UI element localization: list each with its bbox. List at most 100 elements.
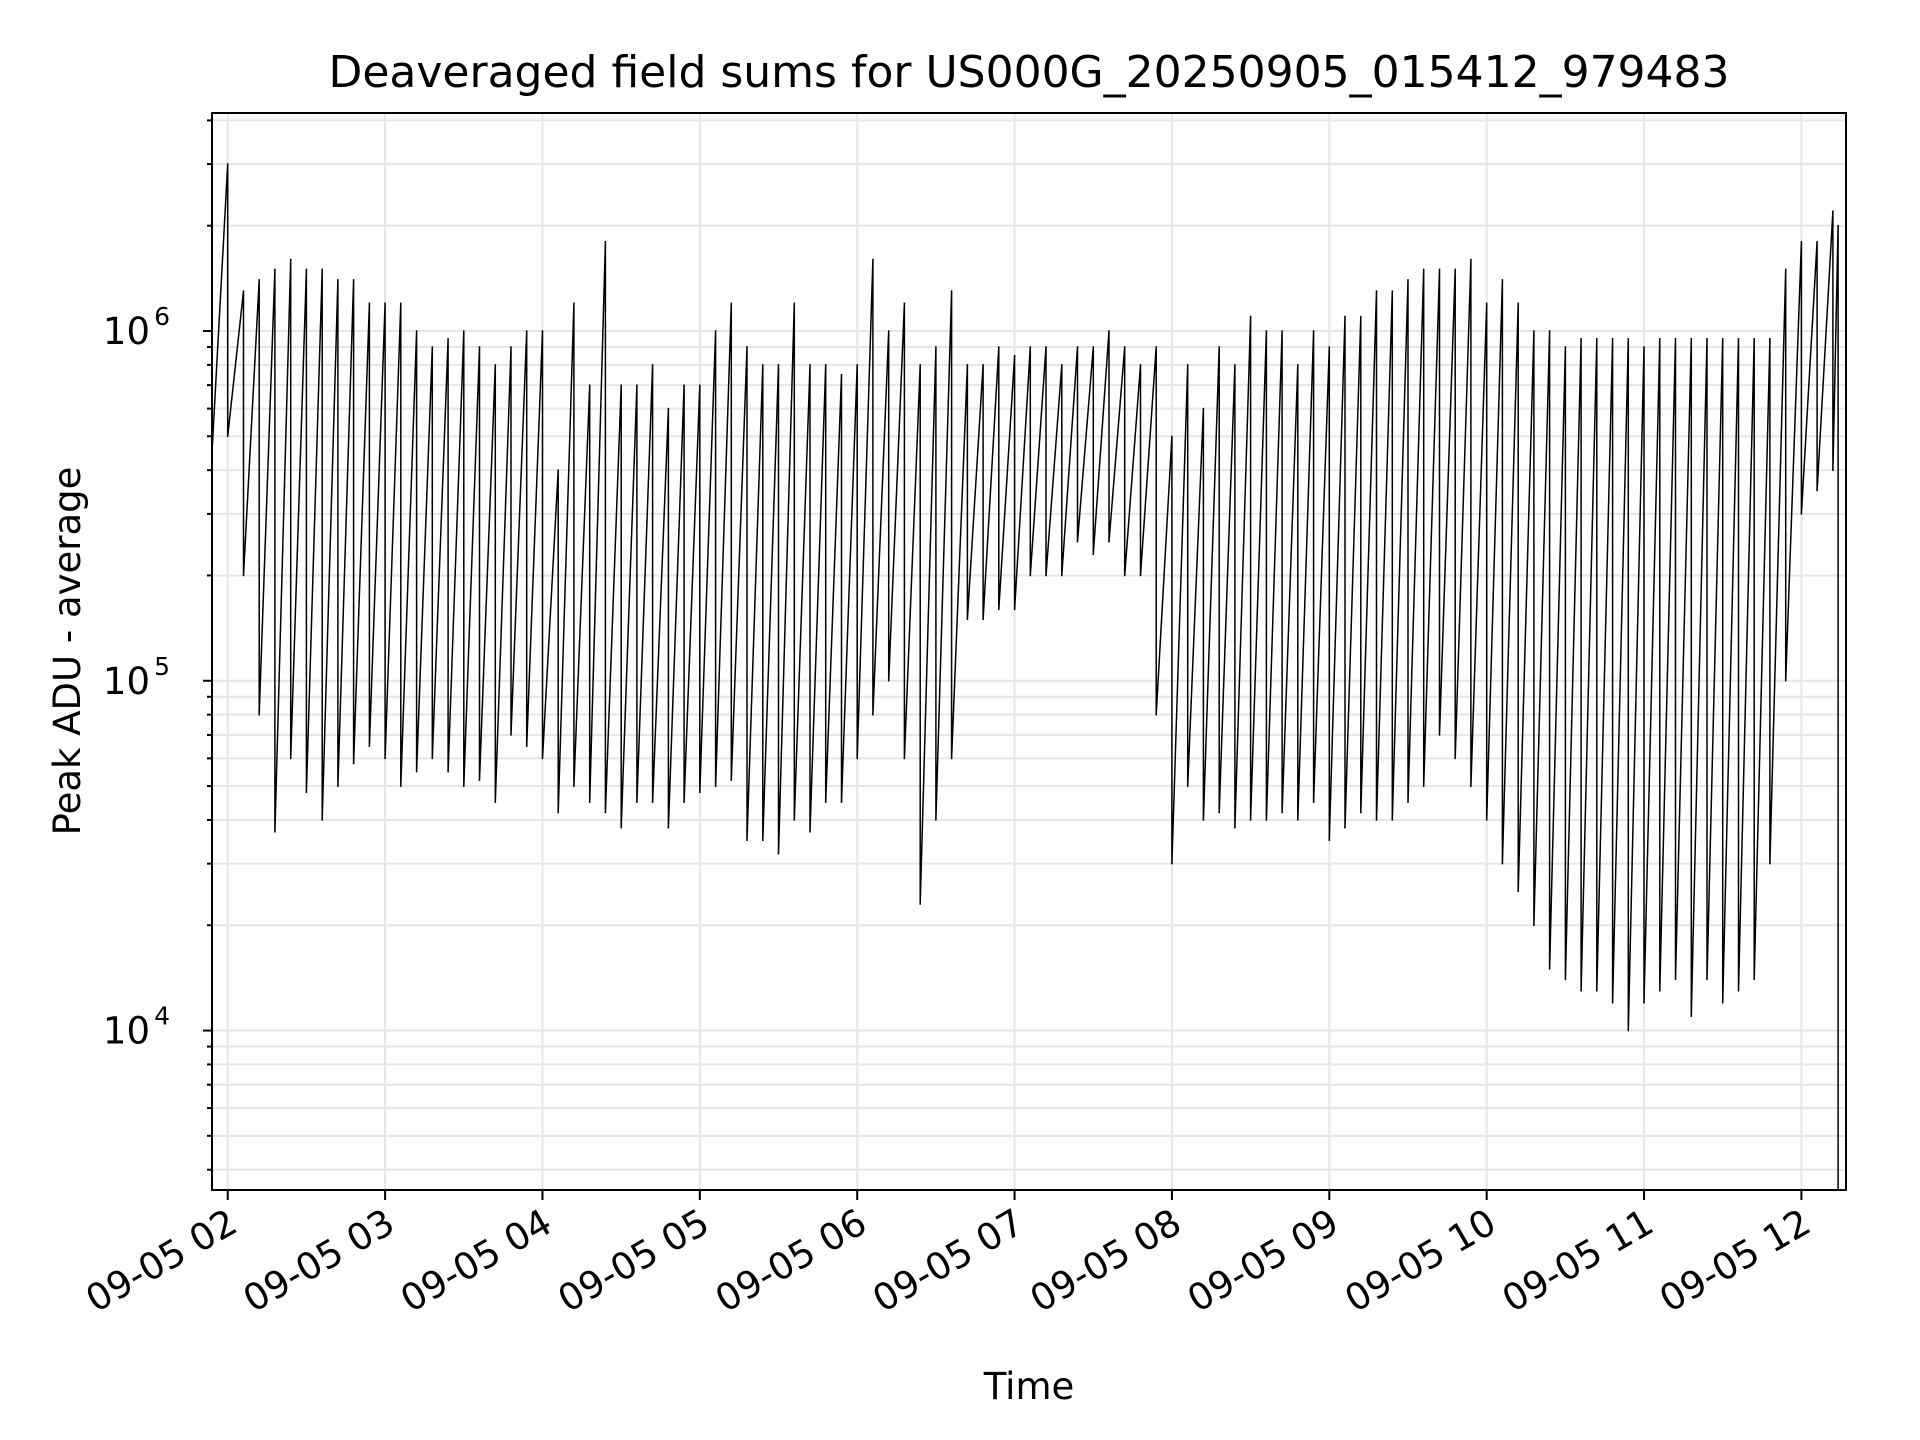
data-point-max	[1454, 268, 1456, 271]
data-point-min	[1596, 989, 1598, 992]
data-point-max	[1422, 268, 1425, 271]
data-point-max	[1470, 258, 1472, 261]
data-point-min	[1360, 811, 1362, 814]
data-point-min	[478, 779, 481, 781]
data-point-min	[982, 618, 984, 620]
data-point-max	[1344, 315, 1346, 318]
data-series	[211, 163, 1839, 1191]
data-point-min	[1784, 680, 1787, 682]
data-point-max	[1375, 290, 1378, 292]
data-point-min	[1281, 811, 1283, 814]
data-point-max	[966, 364, 969, 366]
data-point-min	[667, 826, 670, 829]
data-point-max	[1816, 240, 1818, 243]
data-point-min	[1643, 1002, 1645, 1004]
data-point-min	[809, 831, 811, 833]
data-point-min	[1186, 785, 1189, 787]
data-point-max	[1706, 338, 1708, 340]
data-point-min	[1800, 513, 1803, 515]
data-point-min	[966, 618, 969, 620]
data-point-max	[982, 364, 984, 366]
data-point-max	[1234, 364, 1236, 366]
data-point-max	[1297, 364, 1299, 366]
data-point-min	[1816, 489, 1818, 492]
data-point-max	[226, 163, 229, 165]
grid-lines	[212, 113, 1846, 1190]
data-point-min	[872, 713, 874, 716]
data-point-min	[1234, 826, 1236, 829]
series-line	[211, 163, 1839, 1190]
data-point-max	[1485, 302, 1488, 305]
data-point-min	[305, 791, 308, 794]
data-point-max	[1029, 346, 1032, 348]
data-point-max	[651, 364, 654, 366]
y-tick-exponent: 5	[154, 652, 170, 681]
data-point-min	[557, 811, 559, 814]
data-point-max	[856, 364, 858, 366]
data-point-max	[1690, 338, 1693, 340]
data-point-min	[1297, 819, 1299, 821]
data-point-max	[762, 364, 764, 366]
data-point-max	[604, 240, 607, 243]
data-point-max	[1564, 346, 1567, 348]
data-point-min	[258, 713, 261, 716]
data-point-min	[1123, 574, 1126, 577]
data-point-min	[746, 839, 748, 841]
data-point-min	[1375, 819, 1378, 821]
data-point-min	[242, 574, 245, 577]
data-point-max	[384, 302, 386, 305]
data-point-max	[1171, 435, 1173, 438]
data-point-max	[1108, 330, 1110, 332]
data-point-max	[1265, 330, 1268, 332]
data-point-min	[1155, 713, 1157, 716]
data-point-min	[651, 801, 654, 803]
data-point-max	[557, 469, 559, 472]
data-point-max	[1643, 346, 1645, 348]
data-point-min	[1108, 540, 1110, 543]
data-point-min	[352, 762, 355, 765]
data-point-min	[289, 757, 292, 760]
data-point-min	[1832, 469, 1834, 472]
data-point-min	[588, 801, 591, 803]
tick-marks	[203, 119, 1803, 1200]
data-point-max	[1249, 315, 1252, 318]
y-tick-base: 10	[103, 660, 150, 703]
data-point-max	[1517, 302, 1519, 305]
data-point-max	[573, 302, 575, 305]
data-point-min	[793, 819, 796, 821]
data-point-max	[777, 364, 780, 366]
data-point-max	[636, 384, 638, 387]
data-point-min	[494, 801, 497, 803]
data-point-max	[525, 330, 528, 332]
data-point-max	[1832, 210, 1834, 212]
data-point-min	[368, 745, 371, 747]
data-point-min	[400, 785, 402, 787]
data-point-max	[872, 258, 874, 261]
data-point-max	[793, 302, 796, 305]
data-point-max	[1501, 279, 1504, 281]
data-point-min	[1061, 574, 1063, 577]
data-point-min	[431, 757, 434, 760]
data-point-min	[447, 770, 449, 773]
data-point-max	[400, 302, 402, 305]
data-point-min	[1454, 757, 1456, 760]
data-point-max	[510, 346, 512, 348]
data-point-min	[1517, 890, 1519, 893]
data-point-max	[368, 302, 371, 305]
data-point-min	[887, 680, 890, 682]
data-point-max	[683, 384, 685, 387]
data-point-max	[998, 346, 1000, 348]
data-point-min	[1674, 978, 1677, 981]
y-axis-label: Peak ADU - average	[46, 467, 89, 836]
data-point-max	[1674, 338, 1677, 340]
data-point-max	[1753, 338, 1755, 340]
data-point-min	[762, 839, 764, 841]
data-point-max	[1045, 346, 1047, 348]
data-point-min	[950, 757, 953, 760]
data-point-min	[274, 831, 276, 833]
data-point-max	[1061, 364, 1063, 366]
data-point-max	[887, 330, 890, 332]
data-point-min	[415, 770, 418, 773]
